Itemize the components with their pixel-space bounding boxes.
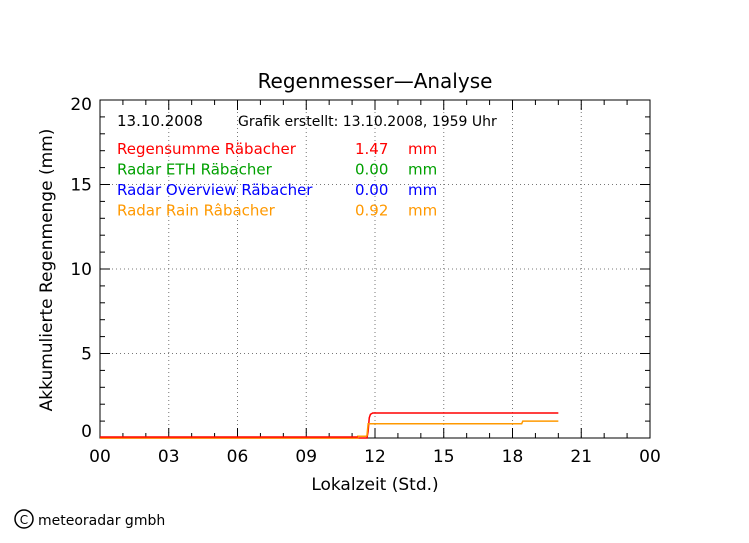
legend-value: 0.00 — [355, 181, 388, 199]
x-axis-label: Lokalzeit (Std.) — [311, 475, 438, 495]
legend-unit: mm — [408, 202, 437, 220]
legend-unit: mm — [408, 161, 437, 179]
x-tick-label: 18 — [502, 447, 524, 467]
legend-unit: mm — [408, 181, 437, 199]
legend-value: 0.00 — [355, 161, 388, 179]
x-tick-label: 06 — [227, 447, 249, 467]
copyright: C meteoradar gmbh — [14, 509, 165, 529]
legend-name: Radar ETH Räbacher — [117, 161, 273, 179]
copyright-icon — [14, 509, 34, 529]
series-line — [100, 412, 559, 439]
legend-value: 1.47 — [355, 140, 388, 158]
x-tick-label: 12 — [364, 447, 386, 467]
legend-unit: mm — [408, 140, 437, 158]
y-tick-label: 15 — [70, 176, 92, 196]
x-tick-label: 03 — [158, 447, 180, 467]
legend-name: Regensumme Räbacher — [117, 140, 297, 158]
copyright-symbol: C — [20, 513, 28, 527]
x-tick-label: 00 — [639, 447, 661, 467]
y-tick-label: 0 — [81, 422, 92, 442]
y-tick-label: 5 — [81, 345, 92, 365]
y-tick-label: 20 — [70, 95, 92, 115]
x-tick-label: 09 — [295, 447, 317, 467]
x-tick-label: 21 — [570, 447, 592, 467]
x-tick-label: 15 — [433, 447, 455, 467]
legend-name: Radar Overview Räbacher — [117, 181, 313, 199]
chart-title: Regenmesser—Analyse — [258, 69, 493, 93]
chart-created: Grafik erstellt: 13.10.2008, 1959 Uhr — [238, 114, 497, 130]
x-tick-label: 00 — [89, 447, 111, 467]
y-tick-label: 10 — [70, 260, 92, 280]
chart-date: 13.10.2008 — [117, 112, 203, 130]
copyright-text: meteoradar gmbh — [38, 513, 165, 529]
y-axis-label: Akkumulierte Regenmenge (mm) — [37, 129, 57, 412]
legend-value: 0.92 — [355, 202, 388, 220]
legend-name: Radar Rain Râbacher — [117, 202, 276, 220]
